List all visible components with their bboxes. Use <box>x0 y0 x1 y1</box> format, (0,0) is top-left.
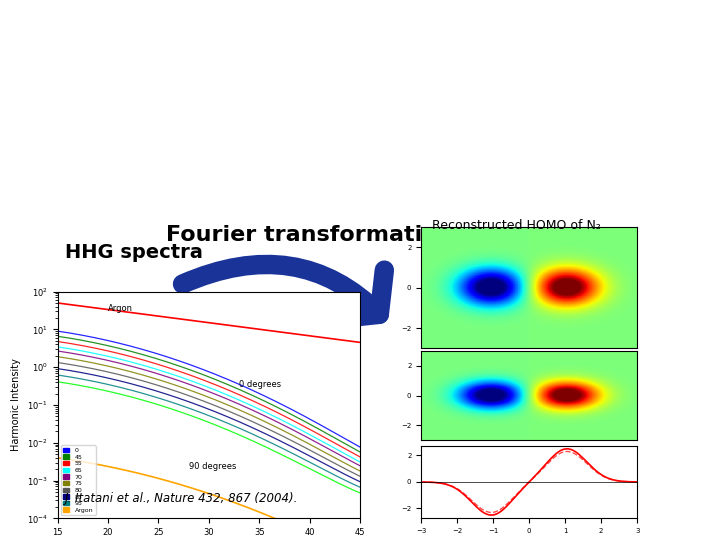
Text: 90 degrees: 90 degrees <box>189 462 236 471</box>
Text: 0 degrees: 0 degrees <box>239 380 282 389</box>
Text: HHG spectra: HHG spectra <box>65 243 202 262</box>
Text: J. Itatani et al., Nature 432, 867 (2004).: J. Itatani et al., Nature 432, 867 (2004… <box>65 492 298 505</box>
Legend: 0, 45, 55, 65, 70, 75, 80, 85, 95, Argon: 0, 45, 55, 65, 70, 75, 80, 85, 95, Argon <box>60 446 96 515</box>
Text: Reconstructed HOMO of N₂: Reconstructed HOMO of N₂ <box>432 219 601 232</box>
Text: Tomography of Molecular Orbitals: Tomography of Molecular Orbitals <box>134 39 615 63</box>
Text: •HHG from molecules via rescattering/recombination: •HHG from molecules via rescattering/rec… <box>90 77 720 99</box>
Text: •HHG depends on the target HOMO orbital: •HHG depends on the target HOMO orbital <box>90 123 631 144</box>
Text: Fourier transformation: Fourier transformation <box>166 225 454 245</box>
Text: Argon: Argon <box>108 305 133 313</box>
FancyArrowPatch shape <box>183 265 384 319</box>
Text: •Retrieve HOMO orbital from HHG via Tomography: •Retrieve HOMO orbital from HHG via Tomo… <box>90 172 720 193</box>
Y-axis label: Harmonic Intensity: Harmonic Intensity <box>12 359 22 451</box>
